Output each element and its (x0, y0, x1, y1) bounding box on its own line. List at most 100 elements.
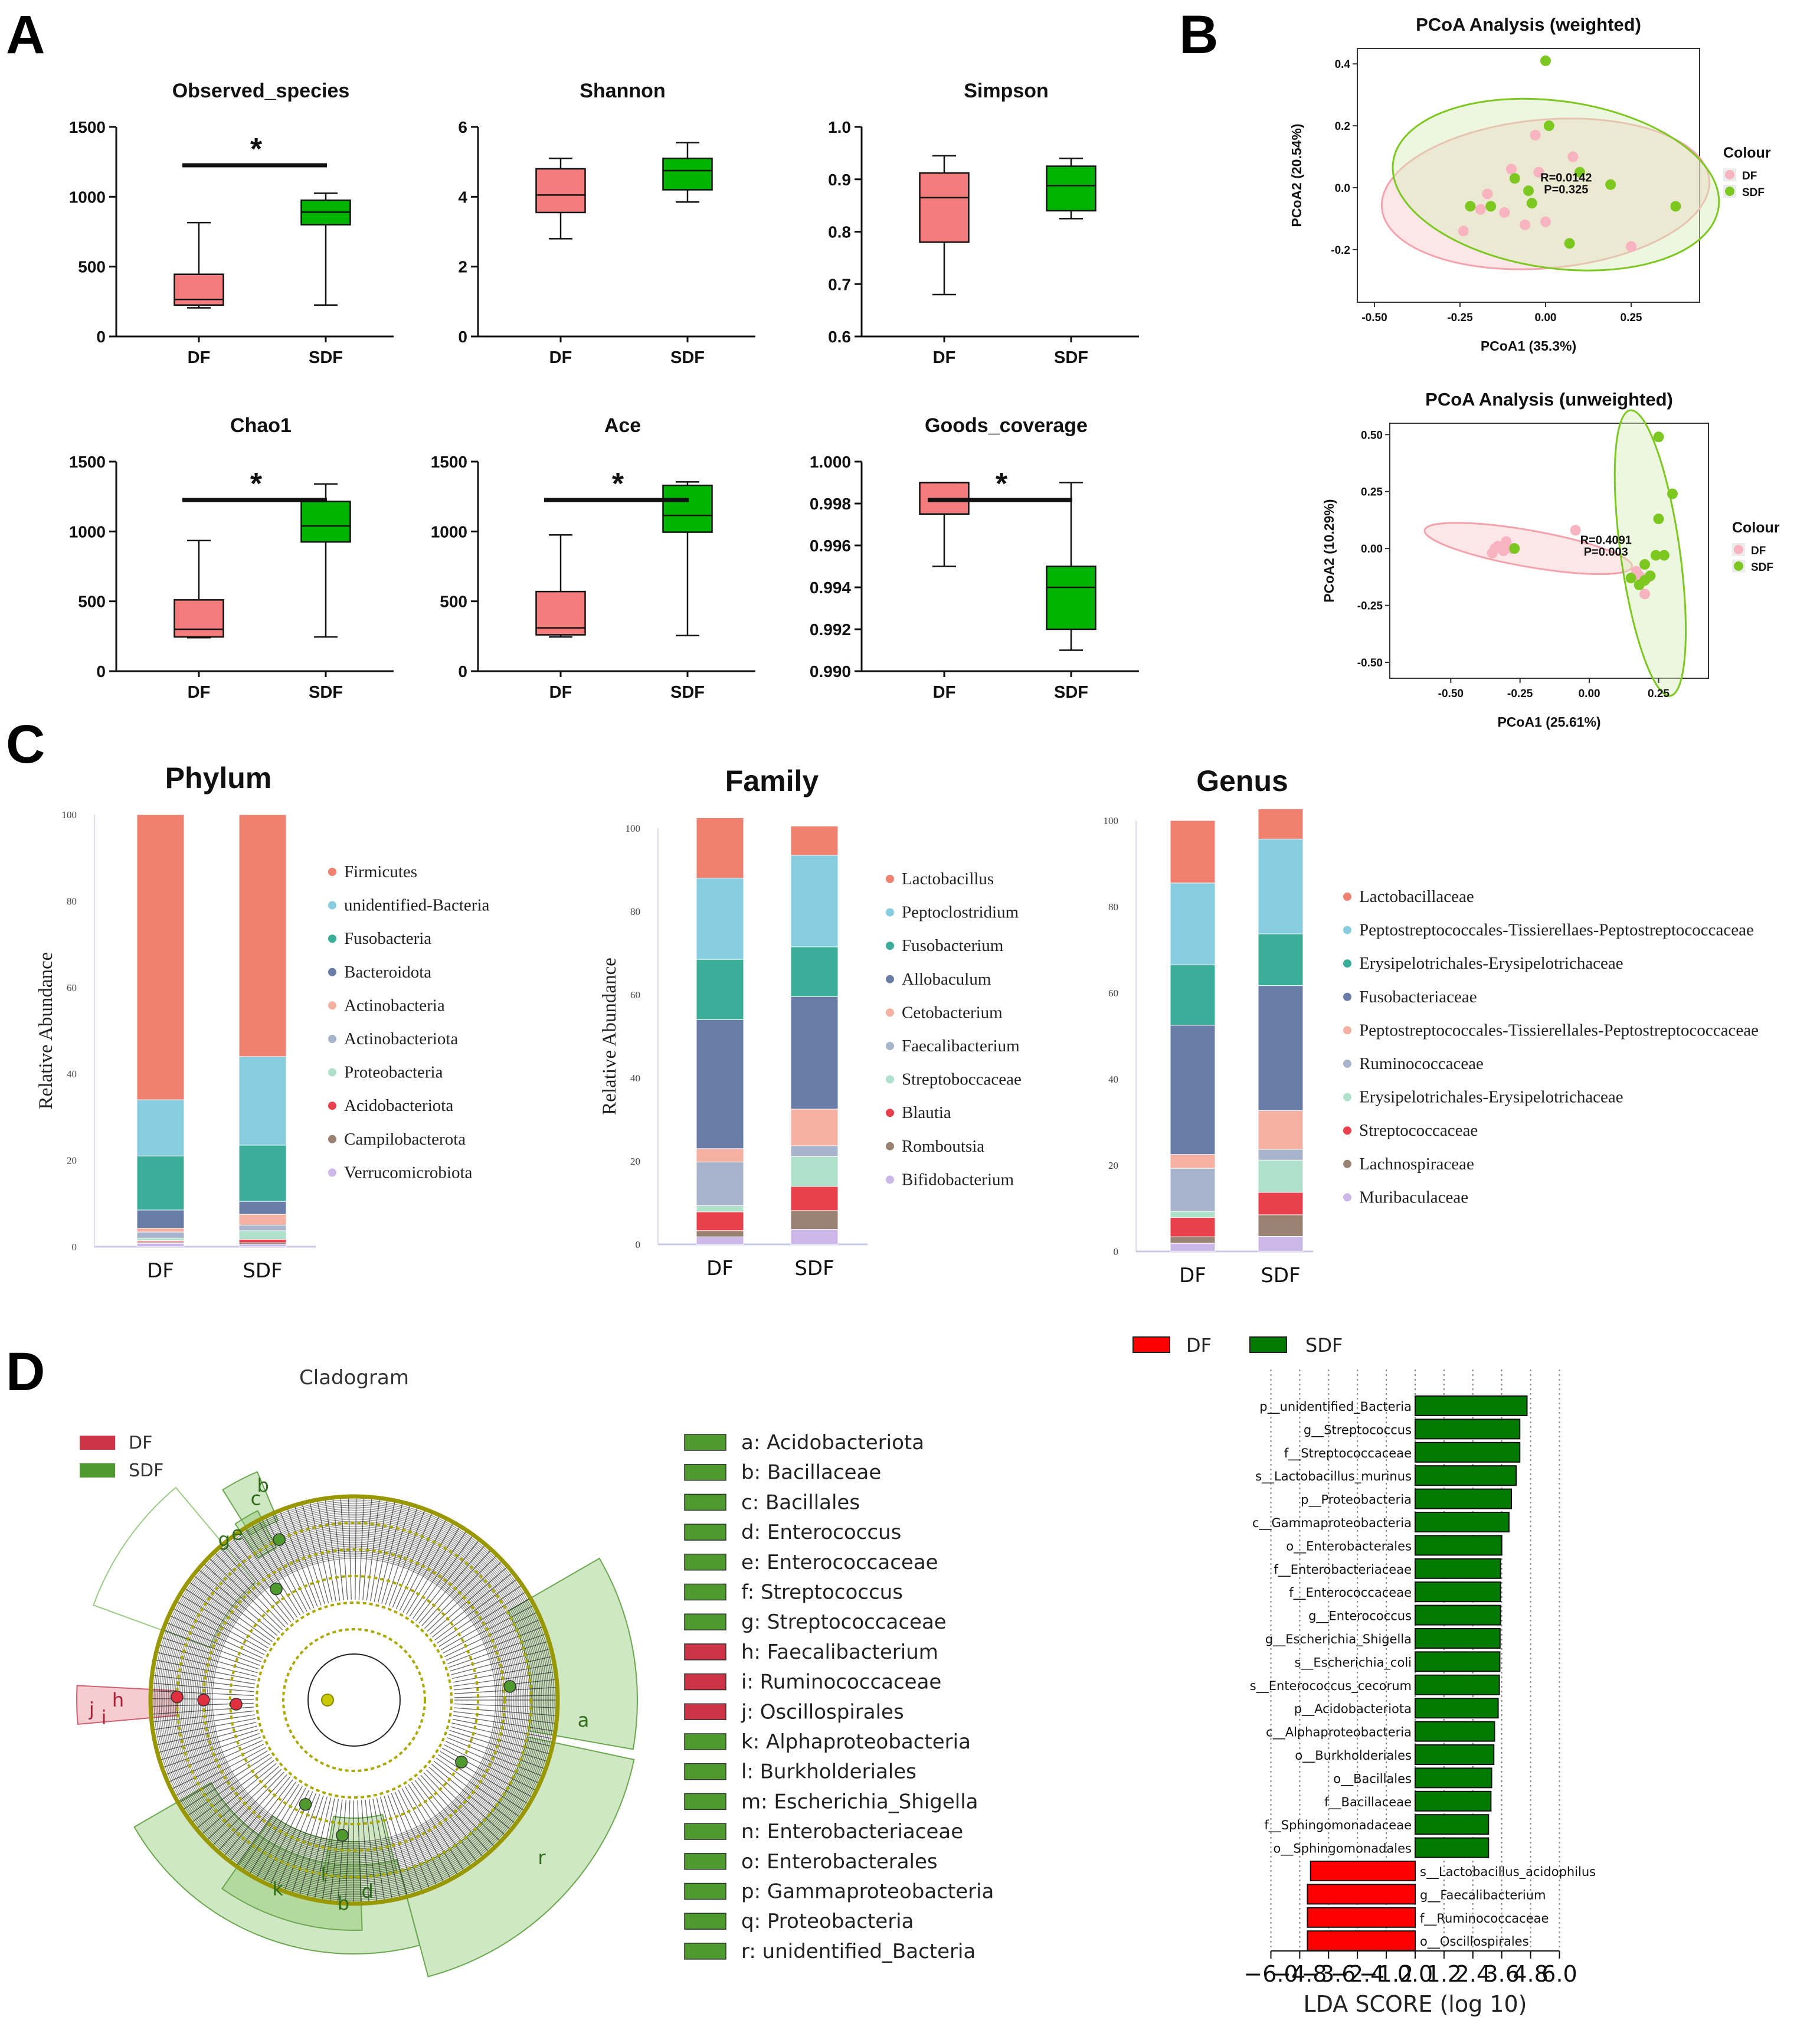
point-sdf (1523, 185, 1534, 197)
legend-label: Actinobacteriota (344, 1029, 458, 1048)
key-swatch-df (684, 1673, 726, 1691)
chart-title: Shannon (580, 80, 665, 102)
segment-bacteroidota (238, 1201, 287, 1215)
lda-bar-label: f__Enterococcaceae (1289, 1586, 1412, 1600)
significance-star: * (612, 467, 624, 501)
ellipse-sdf (1613, 409, 1687, 697)
x-tick-label: −3.6 (1301, 1961, 1356, 1987)
box-sdf (1046, 566, 1096, 630)
key-label: k: Alphaproteobacteria (741, 1730, 971, 1754)
y-tick-label: 0.998 (810, 495, 851, 513)
legend-label: Bacteroidota (344, 963, 431, 982)
key-label: g: Streptococcaceae (741, 1610, 947, 1634)
legend-key-sdf (1725, 187, 1734, 196)
cladogram-legend: DF SDF (80, 1433, 163, 1481)
segment-acidobacteriota (238, 1239, 287, 1243)
point-df (1570, 525, 1581, 536)
y-tick-label: 60 (630, 989, 640, 1001)
segment-muribaculaceae (1170, 1243, 1216, 1252)
point-sdf (1625, 573, 1636, 584)
x-tick-label: DF (933, 348, 956, 367)
boxplot-shannon: Shannon 0 2 4 6 DF SDF (458, 80, 755, 367)
point-df (1540, 216, 1551, 227)
x-tick-label: -0.50 (1361, 312, 1387, 324)
lda-bar-sdf (1415, 1651, 1501, 1672)
lda-bar-label: s__Enterococcus_cecorum (1250, 1679, 1412, 1694)
legend-dot (328, 1135, 336, 1143)
point-sdf (1653, 432, 1664, 443)
tree-node-ring (282, 1628, 426, 1772)
clade-letter: d (362, 1880, 374, 1903)
legend-dot (886, 1008, 894, 1017)
stat-r: R=0.4091 (1580, 534, 1632, 547)
key-swatch-sdf (684, 1733, 726, 1750)
segment-lachnospiraceae (1170, 1236, 1216, 1244)
point-sdf (1653, 514, 1664, 524)
key-label: i: Ruminococcaceae (741, 1671, 941, 1694)
legend-dot (886, 1042, 894, 1050)
legend-label-sdf: SDF (1305, 1334, 1343, 1357)
ellipse-df (1423, 522, 1634, 576)
y-tick-label: 500 (440, 593, 467, 611)
key-swatch-sdf (684, 1913, 726, 1930)
y-tick-label: 0.990 (810, 662, 851, 681)
stacked-bar-genus: Genus 0 20 40 60 80 100 DF SDF Lactobacillaceae Pe… (1104, 764, 1759, 1287)
x-tick-label: SDF (243, 1259, 282, 1283)
legend-dot (328, 1168, 336, 1177)
point-sdf (1564, 238, 1575, 249)
y-tick-label: 60 (1108, 988, 1118, 999)
key-label: d: Enterococcus (741, 1521, 901, 1544)
legend-key-sdf (1734, 561, 1743, 571)
boxplot-ace: Ace 0 500 1000 1500 DF SDF * (431, 414, 755, 702)
box-df (174, 599, 224, 638)
chart-title: Observed_species (172, 80, 350, 102)
point-df (1482, 188, 1493, 200)
y-tick-label: 0.25 (1361, 486, 1383, 499)
segment-lactobacillus (790, 825, 839, 856)
ellipse-sdf (1392, 97, 1720, 272)
point-sdf (1540, 55, 1551, 66)
x-tick-label: SDF (670, 348, 705, 367)
segment-muribaculaceae (1258, 1235, 1304, 1252)
lda-bar-sdf (1415, 1744, 1495, 1765)
y-tick-label: 0.00 (1361, 543, 1383, 555)
x-axis-label: LDA SCORE (log 10) (1304, 1991, 1527, 2017)
pcoa-title: PCoA Analysis (weighted) (1416, 14, 1641, 35)
lda-bar-label: s__Escherichia_coli (1294, 1655, 1412, 1670)
lda-bar-sdf (1415, 1814, 1490, 1835)
key-swatch-sdf (684, 1943, 726, 1960)
legend-label: Ruminococcaceae (1359, 1054, 1484, 1073)
x-tick-label: SDF (309, 348, 343, 367)
y-tick-label: 0.8 (828, 223, 851, 241)
key-swatch-df (684, 1643, 726, 1661)
tree-node-ring (176, 1522, 532, 1878)
box-df (919, 172, 970, 243)
panel-label-b: B (1179, 5, 1218, 65)
point-df (1530, 129, 1541, 140)
segment-lactobacillaceae (1258, 808, 1304, 839)
legend-label: SDF (1742, 187, 1765, 199)
stacked-title: Phylum (165, 761, 272, 795)
legend-dot (886, 875, 894, 883)
y-tick-label: 4 (458, 188, 467, 206)
y-tick-label: 0.0 (1335, 182, 1350, 195)
legend-label: Bifidobacterium (902, 1170, 1014, 1189)
point-df (1639, 589, 1650, 600)
point-sdf (1605, 179, 1616, 190)
legend-dot (1343, 1026, 1351, 1035)
tree-node-ring (229, 1575, 479, 1825)
point-sdf (1509, 173, 1520, 184)
y-tick-label: 20 (67, 1155, 77, 1166)
point-df (1626, 241, 1636, 252)
key-label: b: Bacillaceae (741, 1461, 881, 1485)
lda-bar-sdf (1415, 1721, 1495, 1742)
key-label: c: Bacillales (741, 1491, 860, 1514)
tree-outer-ring (148, 1494, 560, 1906)
y-tick-label: 80 (1108, 901, 1118, 913)
segment-peptoclostridium (696, 878, 744, 960)
lda-bar-sdf (1415, 1674, 1500, 1695)
pcoa-unweighted-plot: PCoA Analysis (unweighted) R=0.4091P=0.00… (1321, 389, 1780, 730)
y-tick-label: 100 (1104, 815, 1119, 826)
biomarker-node (270, 1582, 283, 1596)
